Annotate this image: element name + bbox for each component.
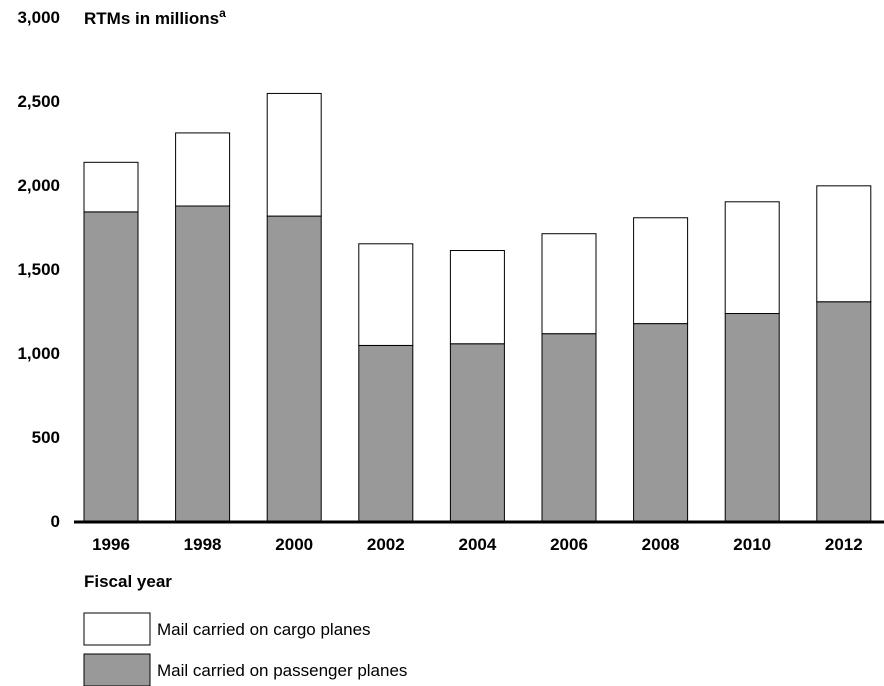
bar-cargo-planes bbox=[633, 217, 689, 325]
bars bbox=[83, 92, 872, 522]
y-axis-label-superscript: a bbox=[219, 6, 226, 20]
bar-cargo-planes bbox=[83, 161, 139, 213]
x-tick-label: 2004 bbox=[458, 535, 496, 554]
x-tick-label: 1996 bbox=[92, 535, 130, 554]
legend-label: Mail carried on cargo planes bbox=[157, 620, 371, 639]
x-tick-label: 2006 bbox=[550, 535, 588, 554]
bar-cargo-planes bbox=[358, 243, 414, 346]
y-axis-label-text: RTMs in millions bbox=[84, 9, 219, 28]
bar-passenger-planes bbox=[724, 313, 780, 522]
x-tick-label: 2000 bbox=[275, 535, 313, 554]
x-tick-label: 2012 bbox=[825, 535, 863, 554]
legend-label: Mail carried on passenger planes bbox=[157, 661, 407, 680]
y-axis-label: RTMs in millionsa bbox=[84, 6, 226, 28]
y-tick-label: 3,000 bbox=[17, 8, 60, 27]
bar-passenger-planes bbox=[541, 333, 597, 522]
y-tick-label: 2,000 bbox=[17, 176, 60, 195]
y-tick-label: 1,000 bbox=[17, 344, 60, 363]
bar-passenger-planes bbox=[816, 301, 872, 522]
bar-passenger-planes bbox=[633, 323, 689, 522]
x-axis-ticks: 1996 1998 2000 2002 2004 2006 2008 2010 2012 bbox=[92, 535, 863, 554]
bar-passenger-planes bbox=[83, 211, 139, 522]
y-axis-ticks: 0 500 1,000 1,500 2,000 2,500 3,000 bbox=[17, 8, 60, 531]
x-tick-label: 2008 bbox=[642, 535, 680, 554]
x-tick-label: 2002 bbox=[367, 535, 405, 554]
y-tick-label: 0 bbox=[51, 512, 60, 531]
y-tick-label: 2,500 bbox=[17, 92, 60, 111]
bar-cargo-planes bbox=[541, 233, 597, 335]
x-tick-label: 2010 bbox=[733, 535, 771, 554]
bar-cargo-planes bbox=[266, 92, 322, 217]
legend: Mail carried on cargo planes Mail carried… bbox=[83, 612, 407, 686]
bar-cargo-planes bbox=[816, 185, 872, 303]
bar-passenger-planes bbox=[266, 215, 322, 522]
bar-passenger-planes bbox=[175, 205, 231, 522]
y-tick-label: 1,500 bbox=[17, 260, 60, 279]
y-tick-label: 500 bbox=[32, 428, 60, 447]
bar-passenger-planes bbox=[358, 344, 414, 522]
x-axis-label: Fiscal year bbox=[84, 572, 172, 591]
legend-swatch bbox=[83, 653, 151, 686]
x-tick-label: 1998 bbox=[184, 535, 222, 554]
bar-cargo-planes bbox=[724, 201, 780, 315]
legend-swatch bbox=[83, 612, 151, 646]
bar-cargo-planes bbox=[449, 250, 505, 345]
bar-cargo-planes bbox=[175, 132, 231, 207]
bar-passenger-planes bbox=[449, 343, 505, 522]
